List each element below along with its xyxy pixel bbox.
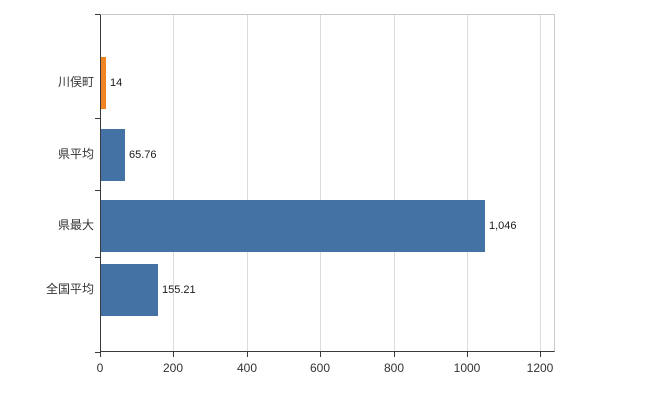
x-axis-tick-1000	[467, 352, 468, 357]
x-tick-label-1200: 1200	[526, 361, 554, 375]
category-label-3: 全国平均	[45, 282, 94, 296]
x-tick-label-200: 200	[162, 361, 184, 375]
category-label-0: 川俣町	[57, 75, 94, 89]
x-axis-tick-1200	[540, 352, 541, 357]
y-axis-tick-2	[95, 190, 100, 191]
category-label-1: 県平均	[57, 147, 94, 161]
y-axis-tick-0	[95, 14, 100, 15]
y-axis-tick-4	[95, 352, 100, 353]
bar-0	[101, 57, 106, 109]
x-tick-label-800: 800	[383, 361, 405, 375]
x-axis-tick-0	[100, 352, 101, 357]
bar-value-label-1: 65.76	[129, 149, 157, 161]
x-tick-label-600: 600	[309, 361, 331, 375]
bar-2	[101, 200, 485, 252]
x-axis-tick-800	[394, 352, 395, 357]
x-axis-tick-600	[320, 352, 321, 357]
category-label-2: 県最大	[57, 218, 94, 232]
x-tick-label-1000: 1000	[453, 361, 481, 375]
x-axis-tick-200	[173, 352, 174, 357]
x-axis-tick-400	[247, 352, 248, 357]
y-axis-tick-1	[95, 118, 100, 119]
bar-value-label-2: 1,046	[489, 220, 517, 232]
bar-3	[101, 264, 158, 316]
gridline-x-200	[173, 15, 174, 351]
plot-area: 14 65.76 1,046 155.21	[100, 14, 555, 352]
gridline-x-600	[320, 15, 321, 351]
x-tick-label-400: 400	[236, 361, 258, 375]
gridline-x-800	[394, 15, 395, 351]
bar-value-label-3: 155.21	[162, 284, 196, 296]
gridline-x-1000	[467, 15, 468, 351]
gridline-x-1200	[540, 15, 541, 351]
bar-1	[101, 129, 125, 181]
gridline-x-400	[247, 15, 248, 351]
bar-value-label-0: 14	[110, 77, 123, 89]
y-axis-tick-3	[95, 257, 100, 258]
x-tick-label-0: 0	[96, 361, 104, 375]
